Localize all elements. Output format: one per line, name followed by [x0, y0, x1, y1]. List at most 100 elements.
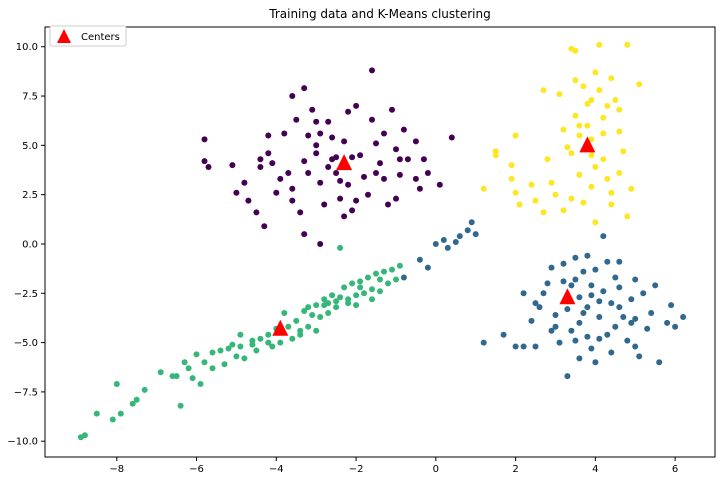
data-point	[361, 290, 367, 297]
data-point	[632, 343, 639, 350]
data-point	[249, 341, 256, 348]
data-point	[257, 335, 264, 342]
data-point	[456, 233, 463, 240]
data-point	[349, 280, 356, 287]
data-point	[321, 296, 328, 303]
data-point	[109, 416, 116, 423]
data-point	[572, 337, 579, 344]
data-point	[464, 227, 471, 234]
data-point	[416, 185, 423, 192]
data-point	[341, 138, 348, 145]
y-tick-label: −10.0	[7, 437, 38, 448]
data-point	[528, 181, 535, 188]
data-point	[556, 91, 563, 98]
data-point	[668, 302, 675, 309]
data-point	[596, 298, 603, 305]
data-point	[588, 136, 595, 143]
data-point	[345, 108, 352, 115]
data-point	[385, 201, 391, 208]
data-point	[377, 276, 383, 283]
data-point	[277, 175, 284, 182]
x-tick-label: −6	[189, 464, 204, 475]
data-point	[600, 114, 607, 121]
data-point	[317, 314, 324, 320]
data-point	[289, 185, 296, 192]
data-point	[512, 132, 519, 139]
data-point	[353, 102, 360, 109]
data-point	[580, 268, 587, 275]
data-point	[373, 170, 379, 176]
data-point	[584, 122, 591, 129]
data-point	[480, 339, 487, 346]
data-point	[420, 156, 427, 163]
data-point	[201, 359, 208, 366]
data-point	[285, 323, 292, 330]
data-point	[588, 282, 595, 289]
data-point	[612, 274, 619, 281]
data-point	[652, 282, 659, 289]
data-point	[584, 304, 591, 311]
data-point	[113, 381, 120, 387]
data-point	[197, 381, 204, 387]
data-point	[436, 181, 443, 188]
data-point	[664, 319, 671, 326]
data-point	[492, 152, 499, 159]
data-point	[201, 136, 208, 143]
data-point	[349, 207, 356, 214]
data-point	[624, 41, 631, 48]
data-point	[608, 300, 615, 307]
x-tick-label: 2	[512, 464, 518, 475]
data-point	[281, 310, 288, 316]
data-point	[329, 292, 336, 299]
data-point	[536, 304, 543, 311]
data-point	[624, 337, 631, 344]
data-point	[576, 171, 583, 178]
data-point	[305, 304, 312, 311]
data-point	[680, 314, 687, 320]
data-point	[636, 81, 643, 88]
data-point	[540, 290, 547, 297]
data-point	[600, 288, 607, 295]
data-point	[261, 223, 268, 230]
data-point	[353, 197, 360, 204]
data-point	[377, 288, 383, 295]
data-point	[313, 327, 320, 334]
x-tick-label: −8	[109, 464, 124, 475]
data-point	[277, 339, 284, 346]
data-point	[257, 156, 264, 163]
data-point	[117, 410, 124, 417]
data-point	[396, 156, 403, 163]
data-point	[520, 290, 527, 297]
data-point	[325, 164, 332, 170]
data-point	[345, 181, 352, 188]
x-tick-label: 0	[433, 464, 439, 475]
data-point	[576, 132, 583, 139]
plot-frame	[44, 26, 716, 458]
data-point	[317, 241, 324, 247]
data-point	[508, 162, 515, 169]
data-point	[452, 239, 459, 245]
data-point	[337, 244, 344, 251]
data-point	[321, 201, 328, 208]
data-point	[560, 126, 567, 133]
data-point	[229, 341, 236, 348]
data-point	[604, 331, 611, 338]
data-point	[616, 170, 623, 176]
data-point	[564, 373, 571, 380]
data-point	[265, 150, 272, 157]
data-point	[313, 142, 320, 149]
center-marker	[559, 288, 576, 305]
data-point	[389, 266, 395, 273]
data-point	[309, 106, 316, 113]
data-point	[396, 171, 403, 178]
data-point	[285, 170, 292, 176]
data-point	[608, 75, 615, 82]
data-point	[289, 335, 296, 342]
data-point	[257, 164, 264, 170]
data-point	[532, 300, 539, 307]
data-point	[333, 304, 340, 311]
data-point	[301, 85, 308, 92]
data-point	[185, 365, 192, 372]
data-point	[317, 179, 324, 186]
